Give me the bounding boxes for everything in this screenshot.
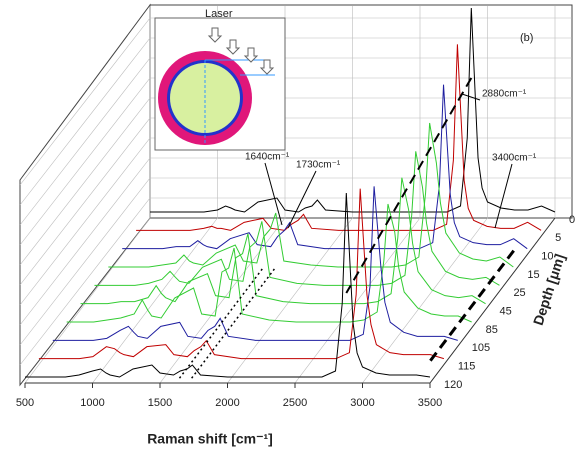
annotation: 1730cm⁻¹	[296, 160, 341, 171]
spectrum	[108, 122, 514, 268]
grid-line	[92, 217, 218, 384]
x-tick-label: 3000	[350, 397, 374, 409]
spectrum	[136, 44, 542, 231]
annotation-arrow	[264, 162, 283, 226]
spectrum	[66, 203, 472, 323]
guide-line	[178, 268, 263, 380]
inset-title: Laser	[205, 8, 233, 20]
annotation-arrow	[287, 170, 317, 229]
x-axis-title: Raman shift [cm⁻¹]	[147, 431, 273, 447]
wall-grid	[19, 177, 151, 346]
wall-grid	[19, 97, 151, 266]
depth-tick-label: 115	[458, 361, 476, 373]
depth-tick-label: 5	[555, 232, 561, 244]
wall-grid	[19, 37, 151, 206]
annotation-arrow	[461, 93, 481, 101]
spectrum	[80, 177, 486, 305]
guide-line	[345, 77, 473, 294]
wall-grid	[19, 17, 151, 186]
annotation-arrow	[494, 163, 513, 229]
grid-line	[294, 217, 421, 384]
spectrum	[122, 84, 528, 250]
annotation: 1640cm⁻¹	[245, 152, 290, 163]
grid-line	[362, 217, 488, 384]
depth-axis-title: Depth [μm]	[530, 252, 568, 327]
x-tick-label: 1000	[80, 397, 104, 409]
x-tick-label: 1500	[148, 397, 172, 409]
depth-axis	[429, 217, 556, 384]
x-tick-label: 3500	[418, 397, 442, 409]
guide-line	[429, 249, 515, 362]
wall-grid	[19, 197, 151, 366]
spectrum	[52, 186, 458, 341]
annotation: 2880cm⁻¹	[482, 89, 527, 100]
spectrum	[25, 192, 431, 378]
depth-tick-label: 45	[500, 306, 512, 318]
grid-line	[227, 217, 353, 384]
laser-arrows	[207, 27, 275, 75]
depth-tick-label: 85	[486, 324, 498, 336]
grid-line	[24, 217, 151, 384]
spectra	[25, 7, 556, 378]
wall-grid	[19, 157, 151, 326]
inset: Laser	[154, 8, 286, 151]
wall-grid	[19, 77, 151, 246]
wall-grid	[19, 57, 151, 226]
guide-line	[190, 268, 275, 380]
depth-tick-label: 0	[569, 214, 575, 226]
spectrum	[94, 151, 500, 286]
panel-label: (b)	[520, 32, 533, 44]
depth-tick-label: 10	[541, 251, 553, 263]
depth-tick-label: 105	[472, 342, 490, 354]
depth-tick-label: 25	[513, 287, 525, 299]
depth-tick-label: 15	[527, 269, 539, 281]
x-tick-label: 2500	[283, 397, 307, 409]
spectrum	[150, 7, 556, 213]
wall-grid	[19, 117, 151, 286]
depth-tick-label: 120	[444, 379, 462, 391]
x-tick-label: 2000	[215, 397, 239, 409]
annotation: 3400cm⁻¹	[492, 153, 537, 164]
spectrum	[38, 188, 445, 360]
wall-grid	[19, 137, 151, 306]
x-tick-label: 500	[16, 397, 34, 409]
